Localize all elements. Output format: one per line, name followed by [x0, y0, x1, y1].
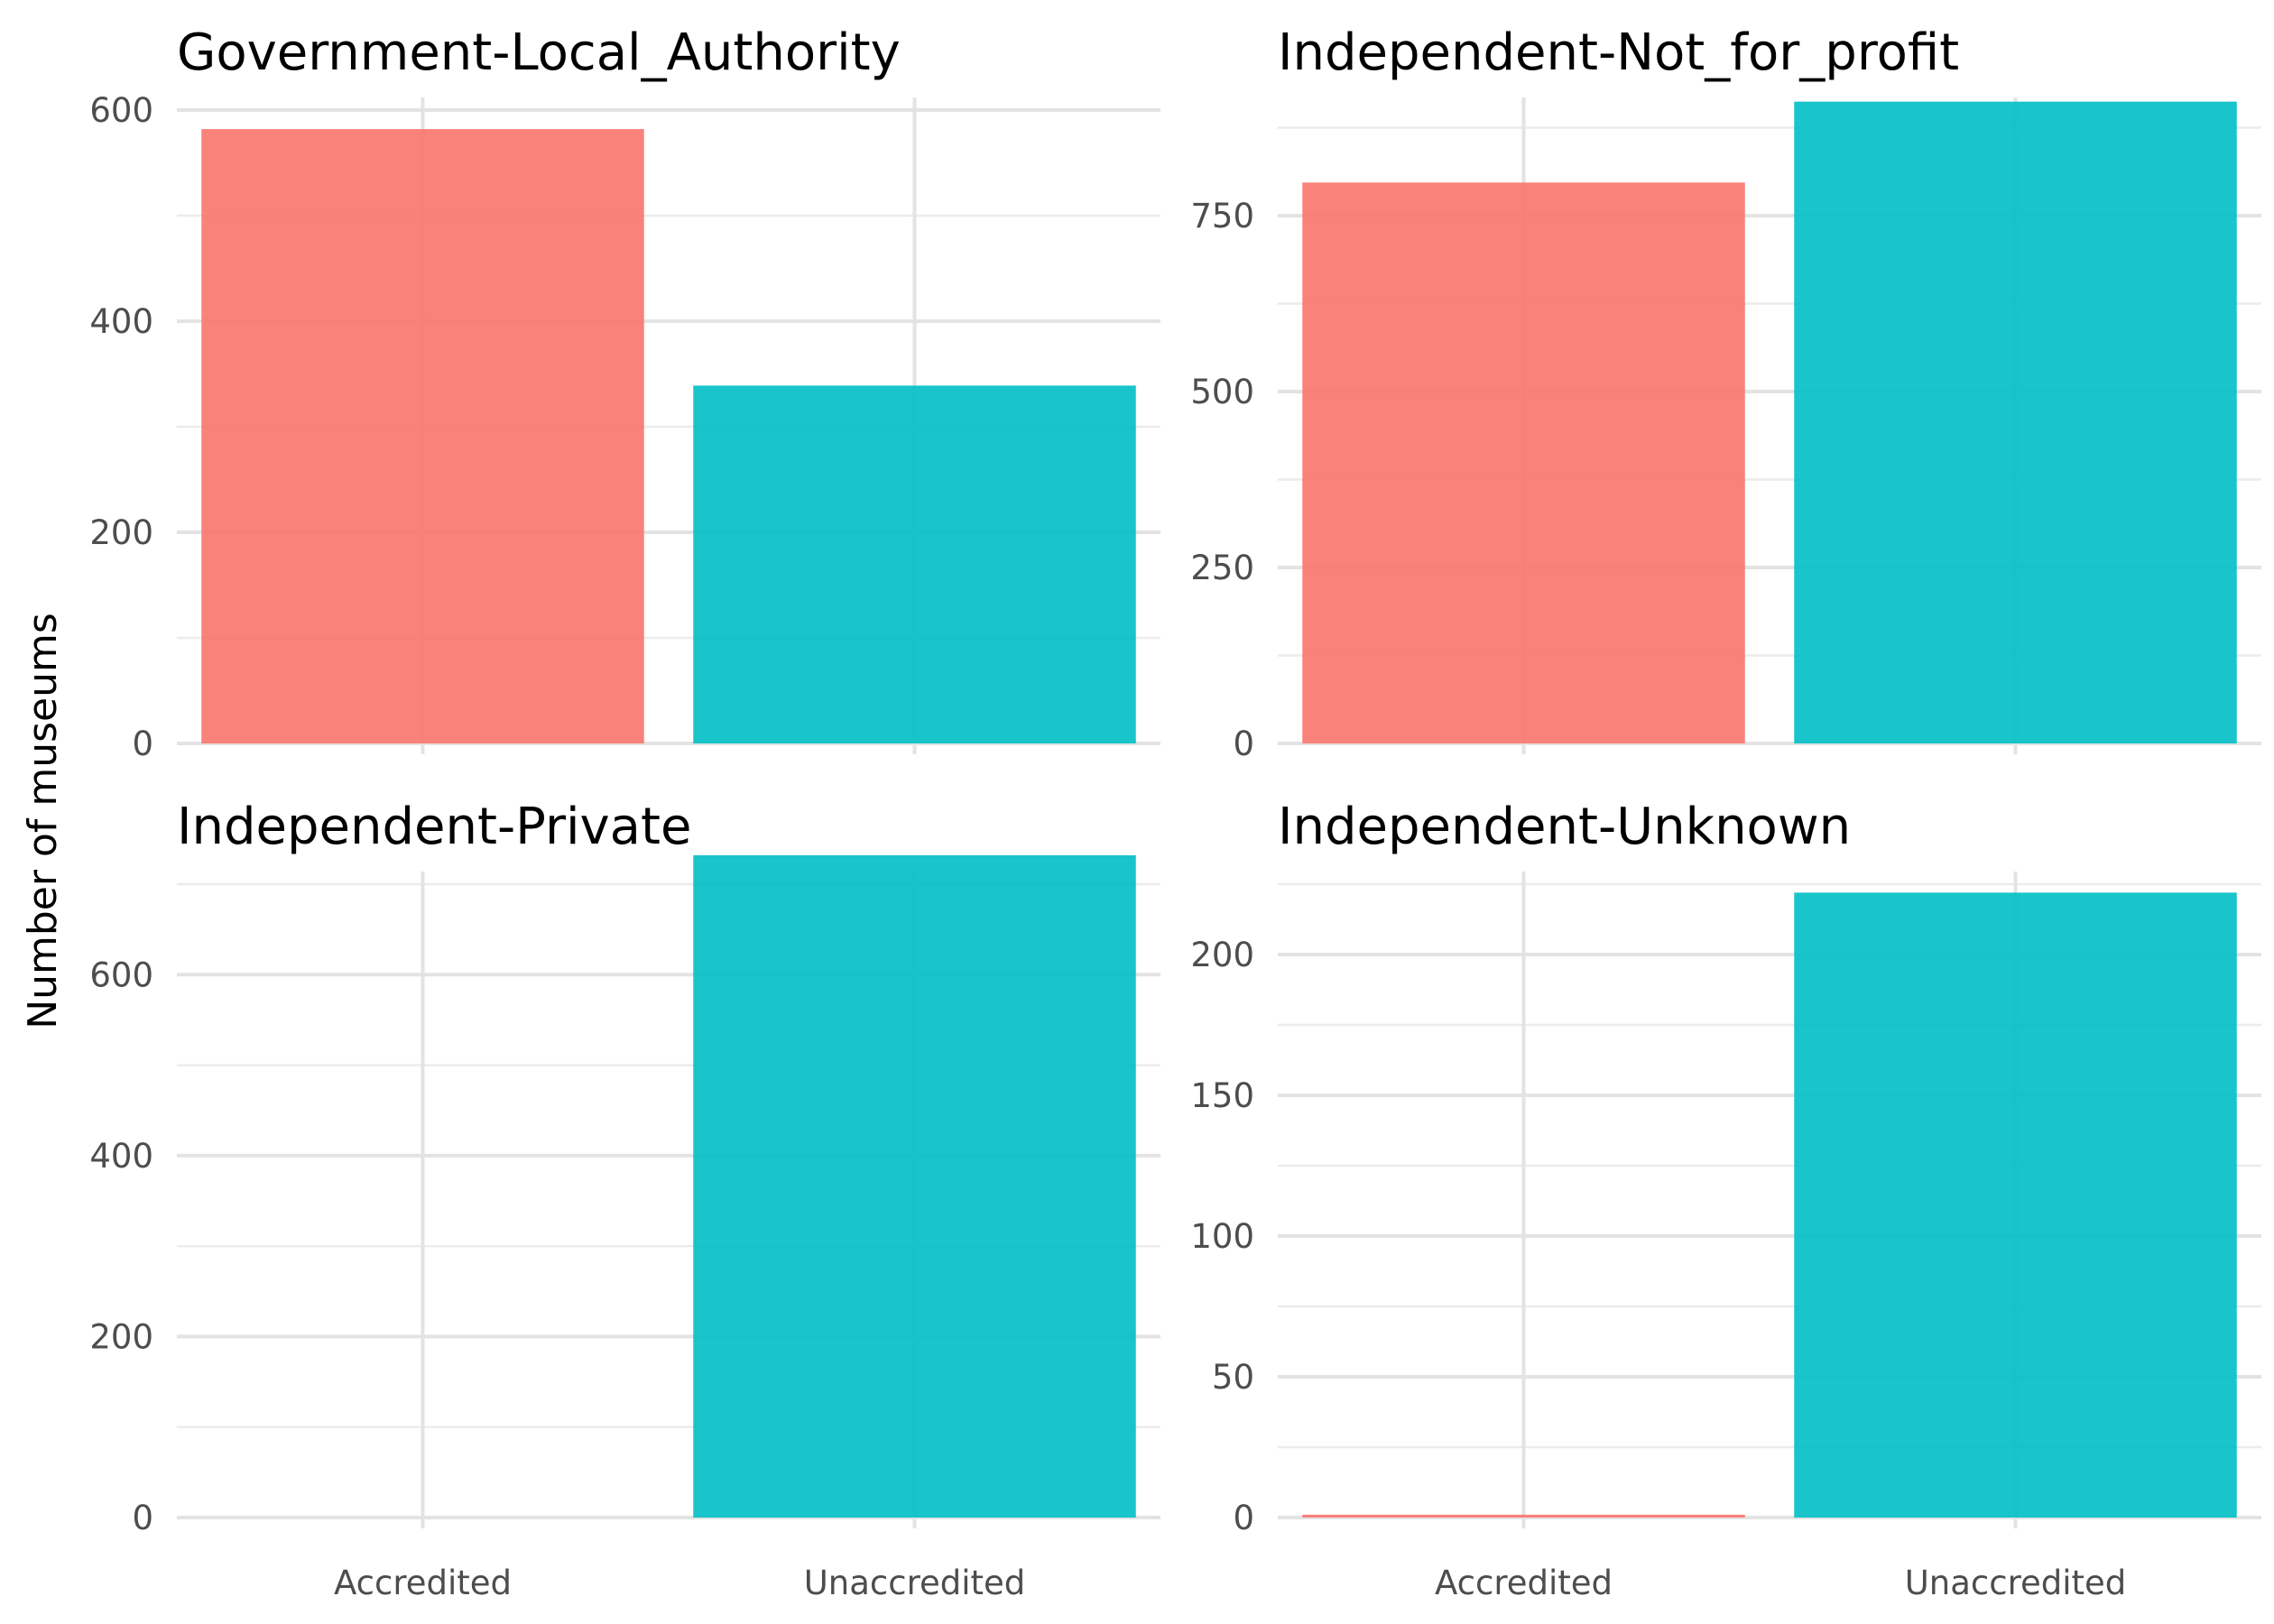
- y-axis-title: Number of museums: [20, 613, 66, 1029]
- bar-unaccredited: [693, 854, 1136, 1518]
- facet-panel: 0 200 400 600 Independent-Private Accredited U…: [89, 798, 1160, 1602]
- y-tick-label: 200: [89, 513, 153, 552]
- y-tick-label: 200: [1190, 936, 1254, 974]
- facet-panel: 0 250 500 750 Independent-Not_for_profit: [1190, 23, 2261, 763]
- facet-title: Independent-Unknown: [1278, 798, 1851, 856]
- y-tick-label: 250: [1190, 549, 1254, 587]
- y-tick-label: 200: [89, 1317, 153, 1356]
- x-tick-label: Unaccredited: [804, 1564, 1026, 1602]
- y-tick-label: 150: [1190, 1076, 1254, 1115]
- facet-title: Government-Local_Authority: [177, 23, 901, 82]
- x-tick-label: Accredited: [1435, 1564, 1613, 1602]
- bar-unaccredited: [1794, 101, 2237, 743]
- facet-title: Independent-Private: [177, 798, 691, 856]
- bar-accredited: [1302, 182, 1745, 744]
- x-tick-label: Accredited: [334, 1564, 512, 1602]
- facet-panel: 0 200 400 600 Government-Local_Authority: [89, 23, 1160, 763]
- y-tick-label: 400: [89, 1137, 153, 1176]
- bar-unaccredited: [1794, 892, 2237, 1518]
- facet-panel: 0 50 100 150 200 Independent-Unknown Accredite…: [1190, 798, 2261, 1602]
- x-tick-label: Unaccredited: [1905, 1564, 2127, 1602]
- y-tick-label: 0: [132, 724, 153, 763]
- y-tick-label: 600: [89, 91, 153, 130]
- y-tick-label: 750: [1190, 197, 1254, 235]
- y-tick-label: 50: [1212, 1358, 1254, 1397]
- y-tick-label: 0: [132, 1499, 153, 1537]
- y-tick-label: 600: [89, 955, 153, 994]
- facet-title: Independent-Not_for_profit: [1278, 23, 1959, 82]
- y-tick-label: 400: [89, 302, 153, 341]
- bar-unaccredited: [693, 385, 1136, 743]
- bar-accredited: [201, 129, 644, 743]
- y-tick-label: 500: [1190, 373, 1254, 411]
- y-tick-label: 100: [1190, 1217, 1254, 1256]
- y-tick-label: 0: [1233, 1499, 1254, 1537]
- y-tick-label: 0: [1233, 724, 1254, 763]
- bar-accredited: [1302, 1514, 1745, 1518]
